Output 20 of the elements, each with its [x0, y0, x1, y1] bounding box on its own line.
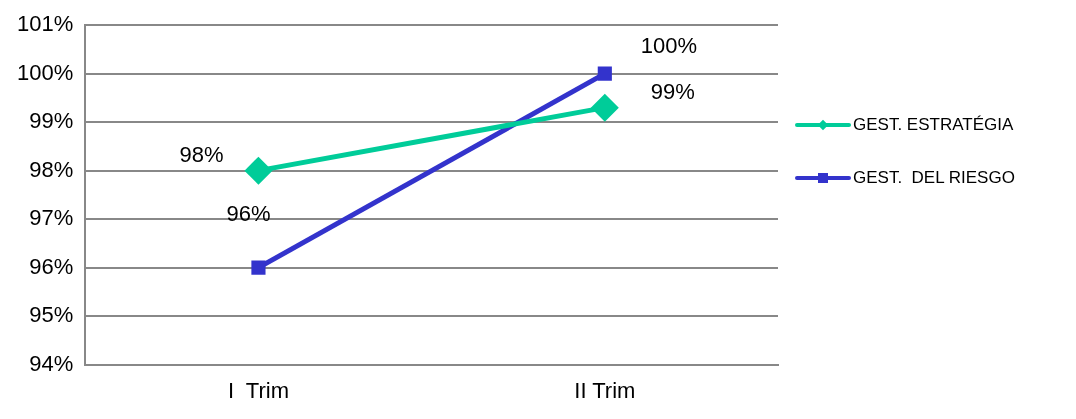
y-tick-label: 101%: [16, 11, 74, 37]
point: [251, 260, 266, 275]
y-tick-label: 95%: [29, 302, 74, 328]
data-label: 100%: [640, 32, 697, 58]
data-label: 96%: [226, 200, 271, 226]
point: [590, 93, 619, 122]
point: [244, 156, 273, 185]
data-label: 99%: [650, 78, 695, 104]
y-tick-label: 100%: [16, 59, 74, 85]
y-tick-label: 98%: [29, 156, 74, 182]
x-tick-label: I Trim: [227, 377, 290, 403]
legend-label: GEST. DEL RIESGO: [853, 168, 1015, 188]
y-tick-label: 97%: [29, 205, 74, 231]
y-tick-label: 99%: [29, 108, 74, 134]
y-tick-label: 94%: [29, 350, 74, 376]
data-label: 98%: [179, 141, 224, 167]
y-tick-label: 96%: [29, 253, 74, 279]
point: [597, 66, 612, 81]
legend-label: GEST. ESTRATÉGIA: [853, 115, 1014, 135]
x-tick-label: II Trim: [574, 377, 636, 403]
